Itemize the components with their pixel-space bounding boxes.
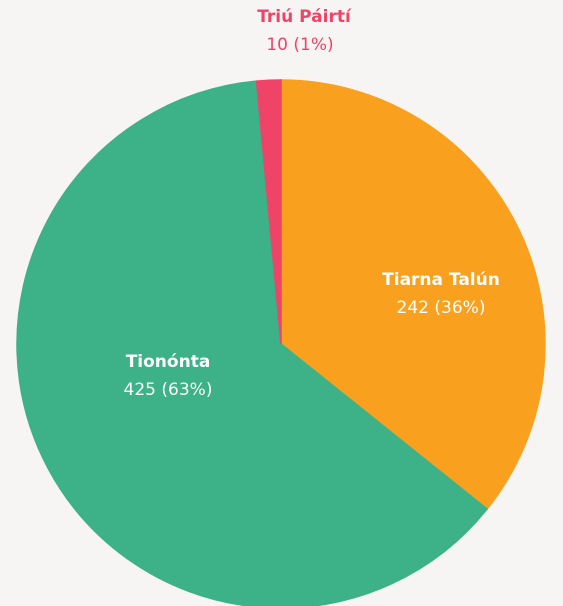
slice-value-label: 425 (63%): [124, 380, 213, 400]
pie-slice: [280, 79, 546, 511]
slice-value-label: 242 (36%): [397, 298, 486, 318]
pie-slice: [255, 79, 282, 345]
slice-value-label: 10 (1%): [266, 35, 333, 55]
slice-label: Tionónta: [126, 352, 211, 372]
slice-label: Triú Páirtí: [257, 7, 352, 27]
slice-label: Tiarna Talún: [382, 270, 500, 290]
pie-slice: [16, 80, 489, 606]
